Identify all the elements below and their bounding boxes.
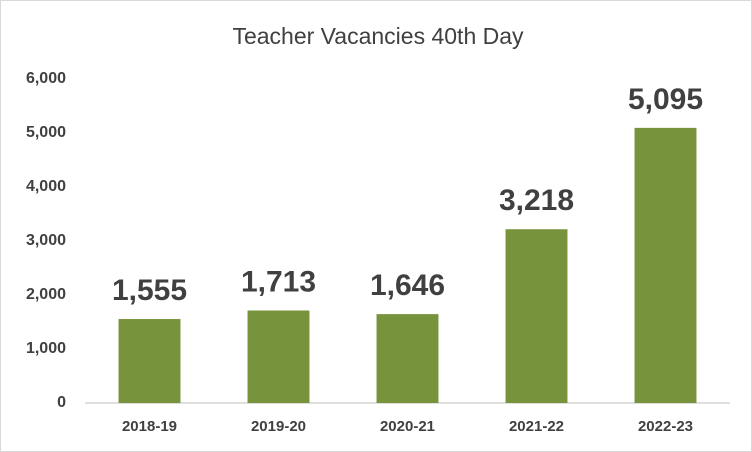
data-label: 1,646 <box>370 269 445 302</box>
x-tick-label: 2022-23 <box>638 418 693 435</box>
y-tick-label: 4,000 <box>26 178 66 195</box>
y-tick-label: 5,000 <box>26 124 66 141</box>
x-tick-label: 2021-22 <box>509 418 564 435</box>
x-tick-label: 2018-19 <box>122 418 177 435</box>
bar <box>505 229 568 403</box>
x-tick-label: 2019-20 <box>251 418 306 435</box>
y-tick-label: 2,000 <box>26 286 66 303</box>
y-tick-label: 1,000 <box>26 340 66 357</box>
bar <box>376 314 439 403</box>
data-label: 1,713 <box>241 265 316 298</box>
bar <box>118 319 181 403</box>
bar <box>247 310 310 403</box>
bar <box>634 127 697 404</box>
x-tick-label: 2020-21 <box>380 418 435 435</box>
y-tick-label: 6,000 <box>26 70 66 87</box>
data-label: 1,555 <box>112 274 187 307</box>
data-label: 5,095 <box>628 83 703 116</box>
y-tick-label: 0 <box>57 394 66 411</box>
chart-title: Teacher Vacancies 40th Day <box>232 23 524 49</box>
y-tick-label: 3,000 <box>26 232 66 249</box>
data-label: 3,218 <box>499 184 574 217</box>
